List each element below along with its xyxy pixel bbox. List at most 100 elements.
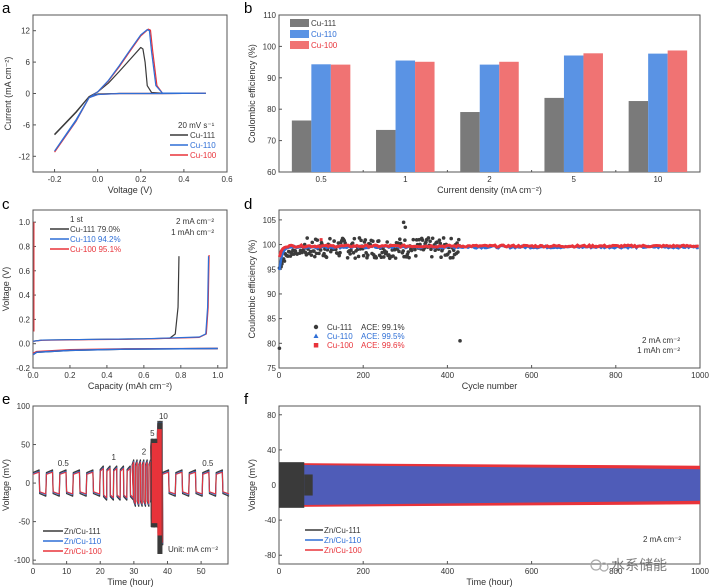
data-point-Cu-111 — [314, 251, 319, 256]
panel-label: c — [2, 196, 10, 213]
data-point-Cu-111 — [447, 250, 452, 254]
data-point-Cu-111 — [352, 236, 357, 241]
y-tick-label: 0.4 — [19, 291, 31, 300]
data-point-Cu-111 — [385, 240, 389, 244]
y-tick-label: -80 — [264, 551, 276, 560]
legend-label: Cu-100 — [190, 151, 217, 160]
legend-marker — [313, 343, 319, 348]
condition-annotation: 2 mA cm⁻² — [642, 336, 680, 345]
legend-label: Cu-110 — [311, 30, 337, 39]
unit-note: Unit: mA cm⁻² — [168, 545, 218, 554]
data-point-Cu-111 — [451, 255, 455, 260]
x-tick-label: 0 — [31, 567, 36, 576]
y-tick-label: 80 — [267, 339, 276, 348]
y-tick-label: 100 — [263, 42, 277, 51]
y-tick-label: 6 — [26, 58, 31, 67]
data-point-Cu-111 — [356, 254, 361, 259]
condition-annotation: 2 mA cm⁻² — [643, 535, 681, 544]
y-tick-label: 50 — [21, 441, 30, 450]
watermark: 水系储能 — [590, 557, 667, 573]
bar-Cu-100 — [330, 64, 351, 172]
panel-e: 0 10 20 30 40 50 -100 -50 0 50 100 Time (hour) Volta… — [1, 402, 230, 587]
data-point-Cu-111-outlier — [403, 225, 408, 230]
x-tick-label: 40 — [163, 567, 172, 576]
series-line-Cu-100 — [54, 28, 207, 153]
plating-curve-Cu-110 — [32, 347, 218, 356]
data-point-Cu-111 — [324, 255, 329, 260]
y-tick-label: -40 — [264, 516, 276, 525]
legend-label: Zn/Cu-100 — [64, 547, 102, 556]
data-point-Cu-111 — [426, 236, 431, 240]
x-tick-label: 1000 — [691, 567, 709, 576]
legend-label: Zn/Cu-111 — [64, 527, 101, 536]
y-tick-label: 75 — [267, 364, 276, 373]
x-tick-label: 0.8 — [175, 371, 187, 380]
x-tick-label: 30 — [129, 567, 138, 576]
data-point-Cu-111 — [349, 248, 353, 253]
y-tick-label: 80 — [267, 411, 276, 420]
panel-c: 0.0 0.2 0.4 0.6 0.8 1.0-0.20.00.20.40.60.81.0… — [1, 209, 228, 391]
x-axis-label: Time (hour) — [466, 577, 512, 587]
x-tick-label: 800 — [609, 567, 623, 576]
data-point-Cu-111 — [310, 240, 315, 245]
data-point-Cu-111 — [282, 259, 287, 263]
data-point-Cu-111 — [312, 249, 316, 253]
x-tick-label: 0.4 — [178, 175, 190, 184]
rate-label: 5 — [150, 429, 155, 438]
x-tick-label: 1.0 — [212, 371, 224, 380]
bar-Cu-110 — [479, 64, 500, 172]
data-point-Cu-111 — [428, 239, 432, 244]
bar-Cu-100 — [499, 61, 519, 173]
bar-Cu-100 — [583, 53, 603, 172]
y-tick-label: 110 — [263, 11, 276, 20]
data-point-Cu-111 — [413, 247, 417, 252]
x-tick-label: 200 — [357, 567, 371, 576]
y-tick-label: -12 — [18, 152, 30, 161]
legend-swatch — [290, 19, 309, 27]
x-tick-label: 10 — [62, 567, 71, 576]
data-point-Cu-111 — [430, 254, 434, 259]
data-point-Cu-111-outlier — [401, 220, 406, 225]
legend-label: Zn/Cu-110 — [64, 537, 102, 546]
legend-label: Zn/Cu-111 — [324, 526, 361, 535]
x-tick-label: 200 — [357, 371, 371, 380]
x-tick-label: 400 — [441, 567, 455, 576]
series-line-Zn-Cu-100 — [32, 423, 230, 543]
y-tick-label: 0.2 — [19, 315, 31, 324]
y-tick-label: 85 — [267, 315, 276, 324]
legend-label: Cu-111 — [327, 323, 353, 332]
data-point-Cu-111 — [393, 256, 398, 260]
series-line-Zn-Cu-110 — [32, 422, 230, 544]
high-rate-block-Cu-100 — [157, 429, 162, 536]
data-series-Cu-110 — [278, 244, 699, 271]
data-point-Cu-111 — [361, 253, 366, 258]
x-tick-label: 50 — [197, 567, 206, 576]
data-point-Cu-111-outlier — [277, 346, 282, 351]
data-point-Cu-111 — [348, 252, 352, 256]
x-tick-label: 0.6 — [138, 371, 150, 380]
data-point-Cu-111 — [322, 251, 326, 256]
panel-f: 0 200 400 600 800 1000 -80 -40 0 40 80 Time (hour) V… — [247, 405, 709, 587]
watermark-icon — [590, 559, 602, 571]
x-tick-label: 1000 — [691, 371, 709, 380]
y-axis-label: Voltage (mV) — [1, 459, 11, 511]
legend-marker — [313, 333, 319, 338]
panel-label: b — [244, 0, 252, 17]
high-rate-block-Cu-100 — [151, 442, 159, 524]
data-point-Cu-111 — [456, 237, 461, 242]
data-point-Cu-111 — [420, 238, 425, 242]
legend-label: Cu-110 — [327, 332, 353, 341]
y-tick-label: 90 — [267, 290, 276, 299]
stripping-curve-Cu-100 — [32, 254, 210, 342]
data-point-Cu-111 — [363, 238, 368, 242]
x-tick-label: 0 — [277, 567, 282, 576]
data-point-Cu-111 — [391, 254, 395, 258]
data-point-Cu-111 — [317, 251, 321, 256]
data-point-Cu-111 — [286, 254, 290, 258]
data-point-Cu-111 — [366, 253, 370, 257]
y-tick-label: -50 — [18, 518, 30, 527]
data-series-Cu-100 — [277, 242, 699, 258]
condition-annotation: 1 mAh cm⁻² — [171, 228, 214, 237]
rate-label: 10 — [159, 412, 168, 421]
x-tick-label: 20 — [96, 567, 105, 576]
